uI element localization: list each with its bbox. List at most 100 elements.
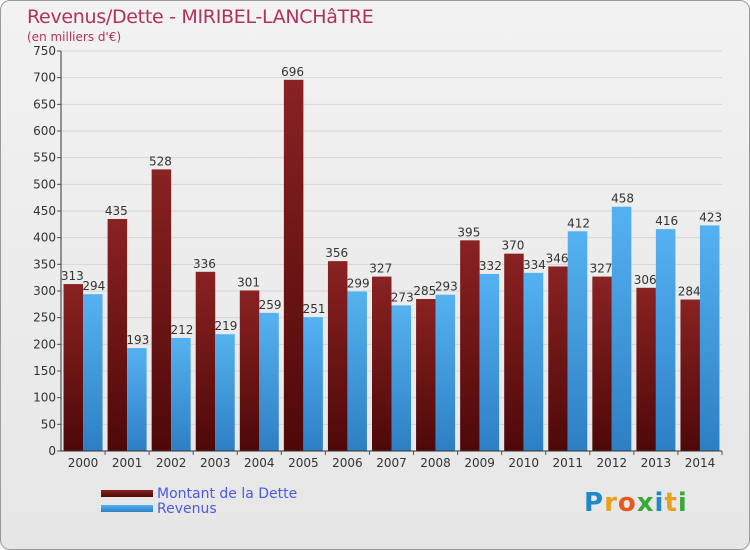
debt-bar: [416, 299, 436, 451]
data-label: 412: [567, 216, 590, 230]
proxiti-logo: Proxiti: [584, 488, 688, 518]
debt-bar: [680, 299, 700, 451]
y-tick-label: 650: [33, 97, 56, 111]
y-tick-label: 250: [33, 311, 56, 325]
data-label: 356: [325, 246, 348, 260]
y-tick-label: 550: [33, 151, 56, 165]
bars: [63, 79, 720, 452]
y-tick-label: 50: [41, 417, 56, 431]
x-tick-label: 2014: [685, 456, 716, 470]
data-label: 306: [634, 273, 657, 287]
data-label: 285: [413, 284, 436, 298]
data-label: 293: [435, 280, 458, 294]
data-label: 301: [237, 275, 260, 289]
logo-letter: x: [636, 488, 655, 518]
y-tick-label: 400: [33, 231, 56, 245]
data-label: 370: [501, 239, 524, 253]
logo-letter: r: [604, 488, 618, 518]
legend-label-debt: Montant de la Dette: [157, 486, 298, 502]
x-tick-label: 2011: [552, 456, 583, 470]
chart-title: Revenus/Dette - MIRIBEL-LANCHâTRE: [27, 6, 374, 28]
y-tick-label: 350: [33, 257, 56, 271]
x-tick-label: 2006: [332, 456, 363, 470]
y-tick-label: 600: [33, 124, 56, 138]
data-label: 528: [149, 154, 172, 168]
debt-bar: [195, 271, 216, 451]
revenue-bar: [303, 317, 323, 451]
revenue-bar: [479, 273, 500, 451]
debt-bar: [504, 253, 524, 451]
data-label: 334: [523, 258, 546, 272]
x-tick-label: 2004: [244, 456, 275, 470]
legend-swatch-debt: [101, 490, 153, 497]
data-label: 284: [678, 285, 701, 299]
data-label: 336: [193, 257, 216, 271]
y-tick-label: 450: [33, 204, 56, 218]
debt-bar: [636, 287, 656, 451]
data-label: 696: [281, 65, 304, 79]
debt-bar: [151, 169, 172, 451]
data-label: 259: [259, 298, 282, 312]
data-label: 273: [391, 290, 414, 304]
y-axis-ticks: 0 50 100 150 200 250 300 350 400 450 500 550 600 650 7…: [33, 44, 61, 458]
revenue-bar: [259, 312, 279, 451]
data-label: 294: [82, 279, 105, 293]
y-tick-label: 300: [33, 284, 56, 298]
revenue-bar: [435, 294, 456, 451]
x-tick-label: 2010: [508, 456, 539, 470]
x-tick-label: 2005: [288, 456, 319, 470]
data-label: 327: [369, 262, 392, 276]
x-tick-label: 2013: [641, 456, 672, 470]
data-label: 458: [611, 192, 634, 206]
x-axis-ticks: 2000 2001 2002 2003 2004 2005 2006 2007 2008 2009…: [68, 451, 723, 470]
logo-letter: t: [664, 488, 678, 518]
debt-bar: [107, 219, 128, 451]
x-tick-label: 2012: [597, 456, 628, 470]
data-label: 251: [303, 302, 326, 316]
data-label: 299: [347, 277, 370, 291]
data-label: 212: [170, 323, 193, 337]
y-tick-label: 150: [33, 364, 56, 378]
revenue-bar: [127, 348, 147, 451]
revenue-bar: [83, 294, 103, 451]
revenue-bar: [655, 229, 676, 451]
x-tick-label: 2003: [200, 456, 231, 470]
debt-bar: [239, 290, 260, 451]
revenue-bar: [611, 206, 632, 451]
logo-letter: o: [617, 488, 637, 518]
x-tick-label: 2002: [156, 456, 187, 470]
logo-letter: P: [584, 488, 605, 518]
data-label: 332: [479, 259, 502, 273]
debt-bar: [283, 79, 304, 452]
y-tick-label: 750: [33, 44, 56, 58]
revenue-bar: [699, 225, 720, 451]
y-tick-label: 100: [33, 391, 56, 405]
revenue-bar: [347, 291, 367, 451]
data-label: 416: [655, 214, 678, 228]
data-label: 395: [457, 225, 480, 239]
revenue-bar: [391, 305, 411, 451]
x-tick-label: 2007: [376, 456, 407, 470]
data-label: 193: [126, 333, 149, 347]
debt-bar: [548, 266, 568, 451]
y-tick-label: 0: [48, 444, 56, 458]
data-label: 327: [590, 262, 613, 276]
data-label: 423: [699, 210, 722, 224]
x-tick-label: 2000: [68, 456, 99, 470]
legend-label-revenue: Revenus: [157, 501, 217, 517]
debt-bar: [592, 276, 612, 451]
debt-bar: [63, 284, 84, 451]
y-tick-label: 500: [33, 177, 56, 191]
debt-bar: [372, 276, 392, 451]
legend-swatch-revenue: [101, 505, 153, 512]
y-tick-label: 700: [33, 71, 56, 85]
x-tick-label: 2009: [464, 456, 495, 470]
y-tick-label: 200: [33, 337, 56, 351]
x-tick-label: 2001: [112, 456, 143, 470]
revenue-bar: [215, 334, 235, 451]
debt-bar: [460, 240, 480, 451]
debt-bar: [327, 261, 348, 451]
data-label: 346: [546, 251, 569, 265]
